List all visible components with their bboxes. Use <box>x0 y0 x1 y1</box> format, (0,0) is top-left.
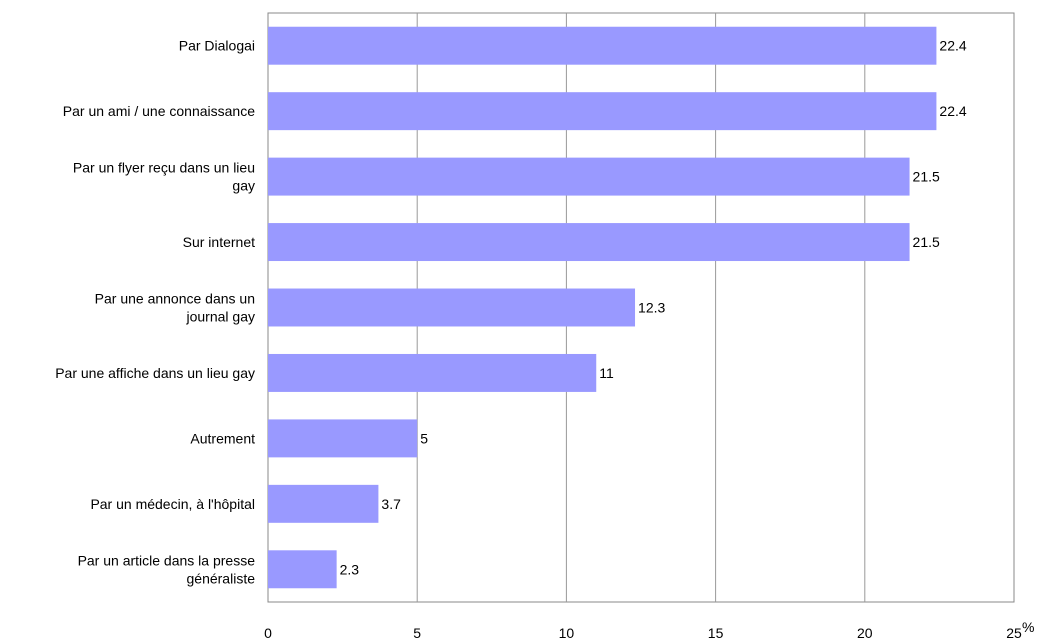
bar <box>268 419 418 458</box>
bar-value-label: 22.4 <box>939 38 966 54</box>
x-axis-unit: % <box>1022 619 1034 635</box>
category-label: Par un flyer reçu dans un lieu <box>73 160 255 176</box>
x-tick-label: 0 <box>264 625 272 641</box>
x-tick-label: 15 <box>708 625 724 641</box>
bar <box>268 288 636 327</box>
category-label: journal gay <box>186 309 256 325</box>
category-label: gay <box>232 178 255 194</box>
category-label: Autrement <box>190 430 255 446</box>
bar-value-label: 22.4 <box>939 103 966 119</box>
category-label: Par Dialogai <box>179 38 255 54</box>
category-label: Par un article dans la presse <box>78 552 256 568</box>
bar <box>268 92 937 131</box>
bar <box>268 484 379 523</box>
x-tick-label: 25 <box>1006 625 1022 641</box>
category-label: Par une annonce dans un <box>95 291 255 307</box>
bar-value-label: 11 <box>599 365 614 381</box>
x-tick-label: 10 <box>559 625 575 641</box>
bar-value-label: 21.5 <box>913 169 940 185</box>
x-axis-ticks: 0 5 10 15 20 25 <box>264 625 1022 641</box>
bar-value-label: 3.7 <box>381 496 401 512</box>
bar <box>268 223 910 262</box>
category-labels: Par Dialogai Par un ami / une connaissanc… <box>55 38 255 587</box>
bar <box>268 26 937 65</box>
bar-value-label: 21.5 <box>913 234 940 250</box>
category-label: Par un médecin, à l'hôpital <box>90 496 255 512</box>
x-tick-label: 20 <box>857 625 873 641</box>
bar <box>268 353 597 392</box>
category-label: Sur internet <box>183 234 255 250</box>
bar <box>268 550 337 589</box>
x-tick-label: 5 <box>413 625 421 641</box>
category-label: Par une affiche dans un lieu gay <box>55 365 255 381</box>
category-label: Par un ami / une connaissance <box>63 103 255 119</box>
category-label: généraliste <box>187 570 256 586</box>
bar-value-label: 2.3 <box>340 561 360 577</box>
bar-value-label: 12.3 <box>638 300 665 316</box>
bars <box>268 26 937 589</box>
bar <box>268 157 910 196</box>
bar-value-label: 5 <box>420 430 428 446</box>
value-labels: 22.4 22.4 21.5 21.5 12.3 11 5 3.7 2.3 <box>340 38 967 578</box>
